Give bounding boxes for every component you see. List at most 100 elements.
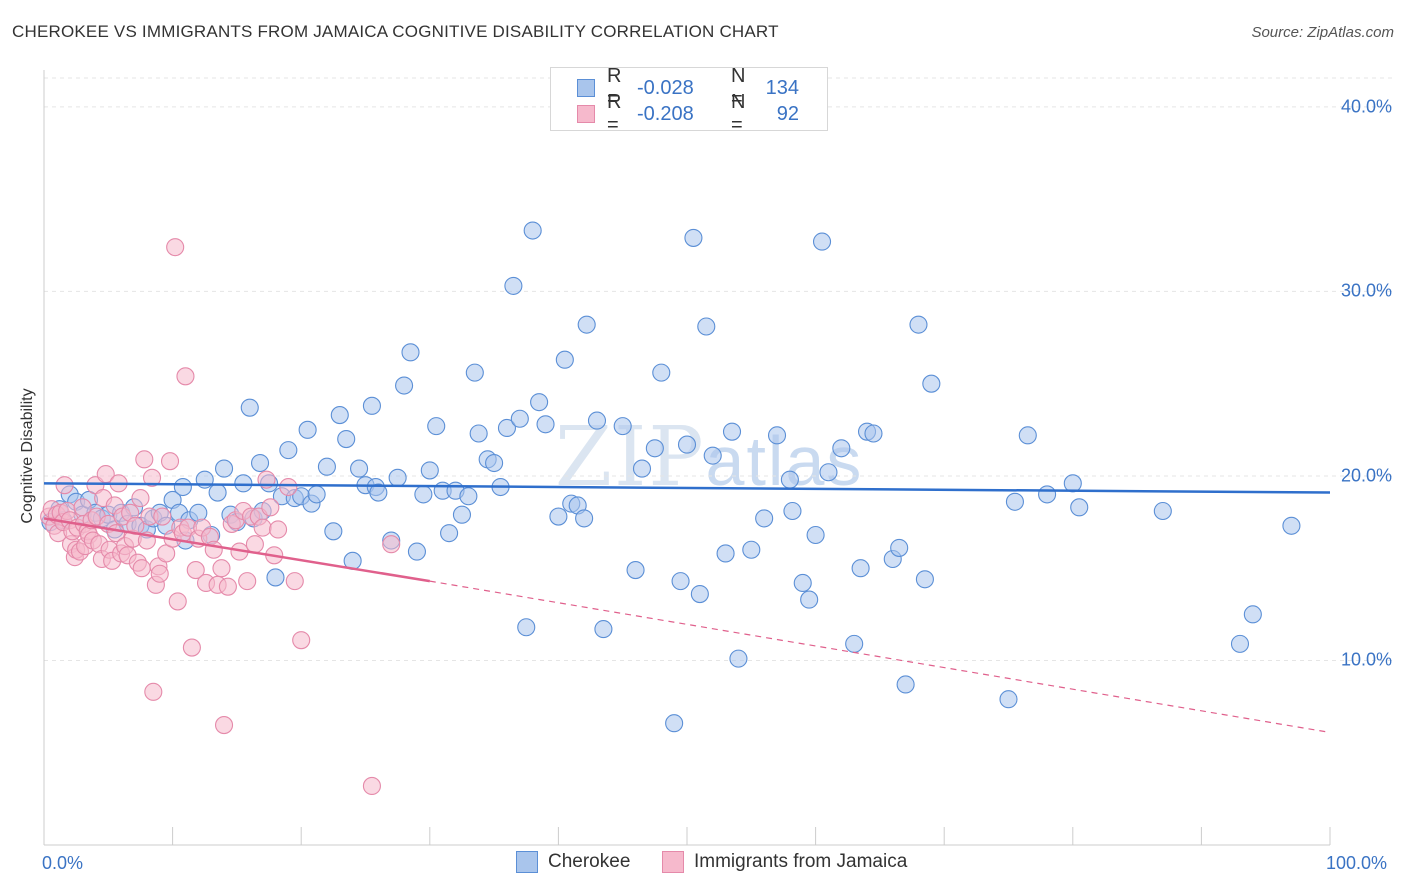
cherokee-point (1018, 426, 1037, 445)
jamaica-point (142, 468, 162, 487)
cherokee-point (173, 477, 192, 497)
chart-source: Source: ZipAtlas.com (1251, 24, 1394, 41)
cherokee-point (896, 675, 915, 694)
cherokee-points (41, 221, 1301, 733)
jamaica-point (186, 561, 205, 580)
cherokee-point (767, 426, 787, 445)
cherokee-point (690, 584, 709, 604)
cherokee-point (337, 429, 356, 449)
jamaica-swatch (577, 105, 595, 123)
cherokee-point (671, 572, 690, 591)
cherokee-point (189, 503, 208, 522)
cherokee-point (388, 468, 407, 487)
jamaica-point (218, 577, 237, 596)
y-tick-label: 30.0% (1340, 280, 1392, 301)
cherokee-point (851, 559, 870, 578)
legend-item-cherokee[interactable]: Cherokee (516, 851, 630, 873)
cherokee-point (497, 418, 517, 438)
cherokee-point (915, 570, 934, 589)
n-label: N = (731, 91, 746, 136)
cherokee-point (819, 463, 838, 482)
cherokee-point (324, 522, 343, 541)
jamaica-point (362, 776, 381, 796)
cherokee-point (1282, 516, 1301, 535)
cherokee-point (890, 538, 909, 557)
jamaica-legend-swatch (662, 851, 684, 873)
cherokee-point (395, 376, 414, 395)
jamaica-points (40, 238, 401, 796)
cherokee-point (234, 474, 253, 493)
cherokee-legend-swatch (516, 851, 538, 873)
cherokee-point (549, 507, 568, 526)
jamaica-point (382, 535, 401, 554)
cherokee-point (716, 544, 735, 563)
cherokee-point (626, 561, 645, 580)
jamaica-point (285, 572, 304, 591)
cherokee-trend-line (43, 482, 1331, 494)
y-tick-label: 40.0% (1340, 96, 1392, 117)
cherokee-point (1005, 492, 1024, 511)
cherokee-point (845, 634, 864, 653)
legend-item-jamaica[interactable]: Immigrants from Jamaica (662, 851, 907, 873)
chart-title: CHEROKEE VS IMMIGRANTS FROM JAMAICA COGN… (12, 22, 779, 41)
cherokee-point (645, 439, 664, 458)
trend-lines (43, 482, 1331, 734)
jamaica-point (153, 507, 172, 526)
r-label: R = (607, 91, 622, 136)
cherokee-point (755, 509, 774, 528)
jamaica-point (160, 452, 180, 471)
cherokee-point (510, 409, 529, 428)
jamaica-point (176, 367, 195, 386)
cherokee-point (279, 441, 298, 460)
jamaica-point (292, 631, 311, 650)
jamaica-point (168, 592, 187, 611)
cherokee-point (1153, 501, 1172, 521)
n-value: 92 (776, 102, 799, 125)
cherokee-point (999, 690, 1018, 709)
cherokee-point (909, 315, 928, 334)
legend-label-jamaica: Immigrants from Jamaica (694, 851, 908, 872)
cherokee-point (465, 363, 484, 382)
jamaica-point (55, 476, 74, 495)
y-tick-label: 20.0% (1340, 465, 1392, 486)
cherokee-point (722, 422, 742, 441)
cherokee-point (1038, 485, 1057, 504)
cherokee-point (523, 221, 542, 240)
jamaica-point (279, 477, 298, 497)
x-tick-label-max: 100.0% (1326, 853, 1388, 873)
x-tick-label-min: 0.0% (42, 853, 84, 873)
n-label: N = (731, 65, 746, 110)
cherokee-point (613, 417, 632, 436)
cherokee-point (697, 317, 716, 336)
cherokee-point (369, 483, 388, 502)
jamaica-point (182, 638, 201, 657)
cherokee-point (783, 501, 802, 521)
jamaica-point (166, 238, 185, 257)
stats-row-cherokee: R = -0.028 N = 134 (551, 65, 799, 110)
cherokee-point (1063, 474, 1082, 493)
jamaica-point (245, 535, 264, 554)
n-value: 134 (765, 76, 799, 99)
cherokee-point (793, 573, 812, 593)
jamaica-point (212, 559, 231, 578)
axes (43, 70, 1331, 846)
cherokee-point (1230, 634, 1250, 653)
cherokee-point (812, 232, 832, 251)
cherokee-point (266, 568, 285, 587)
cherokee-point (729, 649, 748, 668)
cherokee-point (362, 396, 381, 415)
jamaica-trend-extension (429, 580, 1331, 734)
cherokee-point (208, 483, 227, 502)
cherokee-point (504, 276, 523, 295)
cherokee-point (401, 343, 420, 362)
stats-row-jamaica: R = -0.208 N = 92 (551, 91, 799, 136)
cherokee-point (652, 363, 671, 382)
cherokee-point (922, 374, 941, 393)
cherokee-point (459, 487, 478, 506)
cherokee-point (420, 461, 439, 480)
jamaica-point (132, 559, 151, 578)
jamaica-point (238, 572, 257, 591)
cherokee-point (555, 350, 574, 369)
cherokee-point (780, 470, 799, 489)
